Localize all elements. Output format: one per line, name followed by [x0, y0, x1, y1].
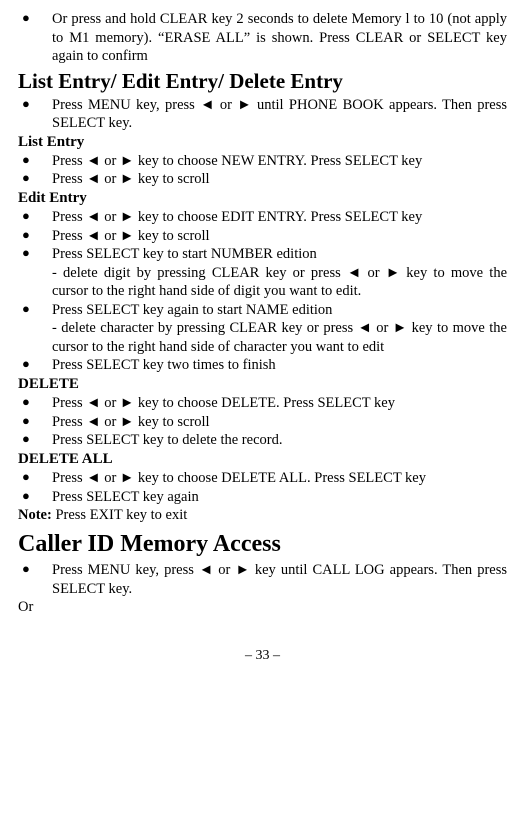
- subheading-delete: DELETE: [18, 375, 507, 394]
- item-text: Or press and hold CLEAR key 2 seconds to…: [52, 10, 507, 66]
- item-text: Press SELECT key two times to finish: [52, 356, 507, 375]
- bullet-icon: ●: [18, 152, 52, 171]
- item-text: Press MENU key, press ◄ or ► key until C…: [52, 561, 507, 598]
- list-item: ● Press SELECT key again to start NAME e…: [18, 301, 507, 357]
- subheading-list-entry: List Entry: [18, 133, 507, 152]
- item-text: Press ◄ or ► key to choose DELETE ALL. P…: [52, 469, 507, 488]
- item-text: Press ◄ or ► key to scroll: [52, 170, 507, 189]
- note-line: Note: Press EXIT key to exit: [18, 506, 507, 525]
- list-item: ● Press ◄ or ► key to choose DELETE ALL.…: [18, 469, 507, 488]
- bullet-icon: ●: [18, 227, 52, 246]
- bullet-icon: ●: [18, 413, 52, 432]
- bullet-icon: ●: [18, 96, 52, 133]
- item-text: Press SELECT key again: [52, 488, 507, 507]
- bullet-icon: ●: [18, 469, 52, 488]
- item-text: Press SELECT key to delete the record.: [52, 431, 507, 450]
- list-item: ● Press ◄ or ► key to scroll: [18, 170, 507, 189]
- list-item: ● Press ◄ or ► key to choose DELETE. Pre…: [18, 394, 507, 413]
- subheading-delete-all: DELETE ALL: [18, 450, 507, 469]
- note-prefix: Note:: [18, 507, 55, 523]
- bullet-icon: ●: [18, 170, 52, 189]
- subheading-edit-entry: Edit Entry: [18, 189, 507, 208]
- list-item: ● Press ◄ or ► key to choose EDIT ENTRY.…: [18, 208, 507, 227]
- bullet-icon: ●: [18, 208, 52, 227]
- bullet-icon: ●: [18, 245, 52, 301]
- bullet-icon: ●: [18, 431, 52, 450]
- item-text: Press SELECT key again to start NAME edi…: [52, 301, 507, 357]
- list-item: ● Press MENU key, press ◄ or ► until PHO…: [18, 96, 507, 133]
- list-item: ● Press ◄ or ► key to scroll: [18, 227, 507, 246]
- list-item: ● Press ◄ or ► key to scroll: [18, 413, 507, 432]
- list-item: ● Press ◄ or ► key to choose NEW ENTRY. …: [18, 152, 507, 171]
- bullet-icon: ●: [18, 394, 52, 413]
- item-text: Press ◄ or ► key to choose EDIT ENTRY. P…: [52, 208, 507, 227]
- section-heading-caller-id: Caller ID Memory Access: [18, 529, 507, 560]
- list-item: ● Press SELECT key to start NUMBER editi…: [18, 245, 507, 301]
- item-text: Press ◄ or ► key to choose DELETE. Press…: [52, 394, 507, 413]
- bullet-icon: ●: [18, 301, 52, 357]
- item-text: Press ◄ or ► key to scroll: [52, 227, 507, 246]
- item-text: Press ◄ or ► key to scroll: [52, 413, 507, 432]
- page-number: – 33 –: [18, 647, 507, 665]
- note-text: Press EXIT key to exit: [55, 507, 187, 523]
- section-heading-list-edit-delete: List Entry/ Edit Entry/ Delete Entry: [18, 68, 507, 95]
- or-text: Or: [18, 598, 507, 617]
- bullet-icon: ●: [18, 561, 52, 598]
- bullet-icon: ●: [18, 10, 52, 66]
- list-item: ● Press SELECT key two times to finish: [18, 356, 507, 375]
- list-item: ● Press SELECT key again: [18, 488, 507, 507]
- bullet-icon: ●: [18, 488, 52, 507]
- item-text: Press ◄ or ► key to choose NEW ENTRY. Pr…: [52, 152, 507, 171]
- list-item: ● Press MENU key, press ◄ or ► key until…: [18, 561, 507, 598]
- list-item: ● Or press and hold CLEAR key 2 seconds …: [18, 10, 507, 66]
- bullet-icon: ●: [18, 356, 52, 375]
- item-text: Press MENU key, press ◄ or ► until PHONE…: [52, 96, 507, 133]
- item-text: Press SELECT key to start NUMBER edition…: [52, 245, 507, 301]
- list-item: ● Press SELECT key to delete the record.: [18, 431, 507, 450]
